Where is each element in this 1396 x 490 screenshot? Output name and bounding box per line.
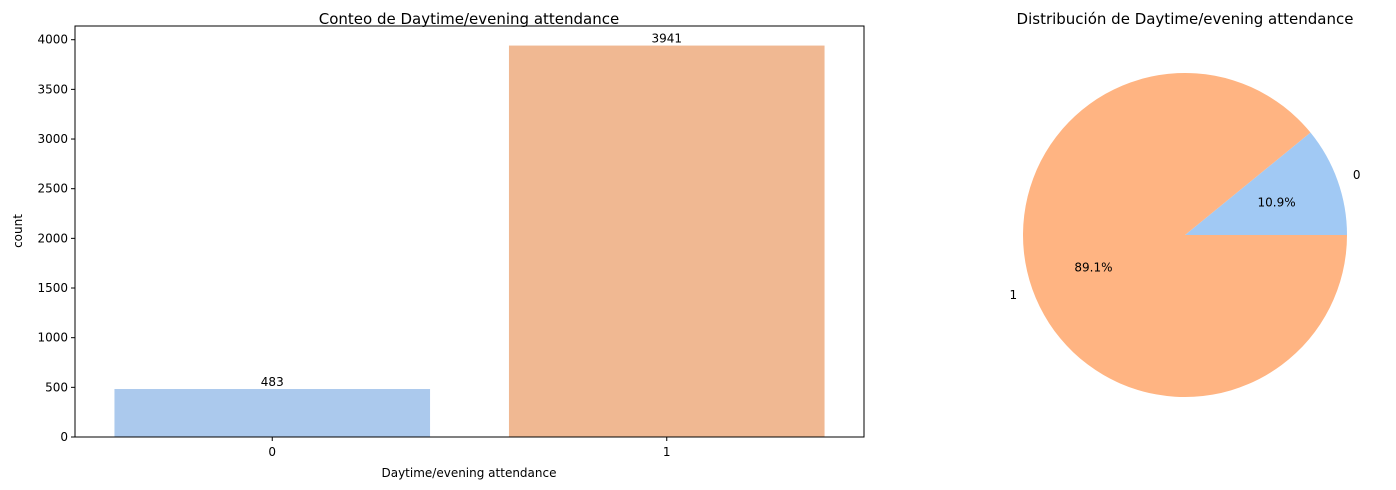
x-axis-label: Daytime/evening attendance	[381, 466, 556, 480]
pie-slice	[1185, 132, 1347, 235]
pie-slice	[1022, 72, 1347, 397]
y-tick-label: 2500	[37, 182, 68, 196]
bar	[508, 45, 825, 437]
bar-axes-frame	[74, 25, 865, 438]
pie-pct-label: 89.1%	[1074, 261, 1112, 275]
bar-chart-title: Conteo de Daytime/evening attendance	[319, 10, 619, 28]
pie-slice-label: 1	[1010, 288, 1018, 302]
x-tick-label: 0	[268, 445, 276, 459]
pie-chart: Distribución de Daytime/evening attendan…	[1010, 10, 1361, 397]
y-tick-label: 4000	[37, 33, 68, 47]
y-tick-label: 1500	[37, 281, 68, 295]
y-axis-ticks: 0 500 1000 1500 2000 2500 3000 3500 4000	[37, 33, 75, 444]
y-tick-label: 500	[45, 380, 68, 394]
y-axis-label: count	[11, 214, 25, 248]
bar-value-label: 483	[261, 375, 284, 389]
bar-value-label: 3941	[651, 32, 682, 46]
y-tick-label: 3000	[37, 132, 68, 146]
y-tick-label: 2000	[37, 231, 68, 245]
pie-chart-title: Distribución de Daytime/evening attendan…	[1017, 10, 1354, 28]
y-tick-label: 3500	[37, 82, 68, 96]
pie-pct-label: 10.9%	[1257, 195, 1295, 209]
bar-plot-area: 483 3941	[114, 32, 825, 437]
bar-chart: Conteo de Daytime/evening attendance 483…	[11, 10, 865, 480]
pie-plot-area: 0 10.9% 1 89.1%	[1010, 72, 1361, 397]
bar	[114, 389, 431, 437]
y-tick-label: 1000	[37, 331, 68, 345]
pie-slice-label: 0	[1353, 168, 1361, 182]
y-tick-label: 0	[60, 430, 68, 444]
x-tick-label: 1	[663, 445, 671, 459]
